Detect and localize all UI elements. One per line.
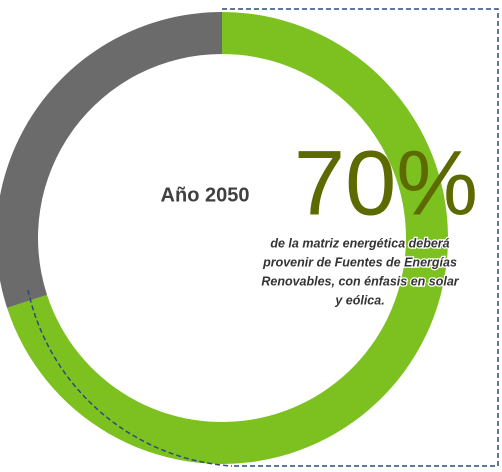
dashed-frame xyxy=(222,8,499,467)
description-line: provenir de Fuentes de Energías xyxy=(262,255,457,269)
donut xyxy=(0,12,448,465)
center-label: Año 2050 xyxy=(161,184,250,206)
donut-segment xyxy=(0,12,222,308)
description-line: Renovables, con énfasis en solar xyxy=(261,274,459,288)
description: de la matriz energética deberá provenir d… xyxy=(260,235,461,309)
dashed-arc xyxy=(27,289,233,467)
description-line: y eólica. xyxy=(334,293,384,307)
description-line: de la matriz energética deberá xyxy=(270,236,449,250)
value-label: 70% xyxy=(294,132,478,234)
